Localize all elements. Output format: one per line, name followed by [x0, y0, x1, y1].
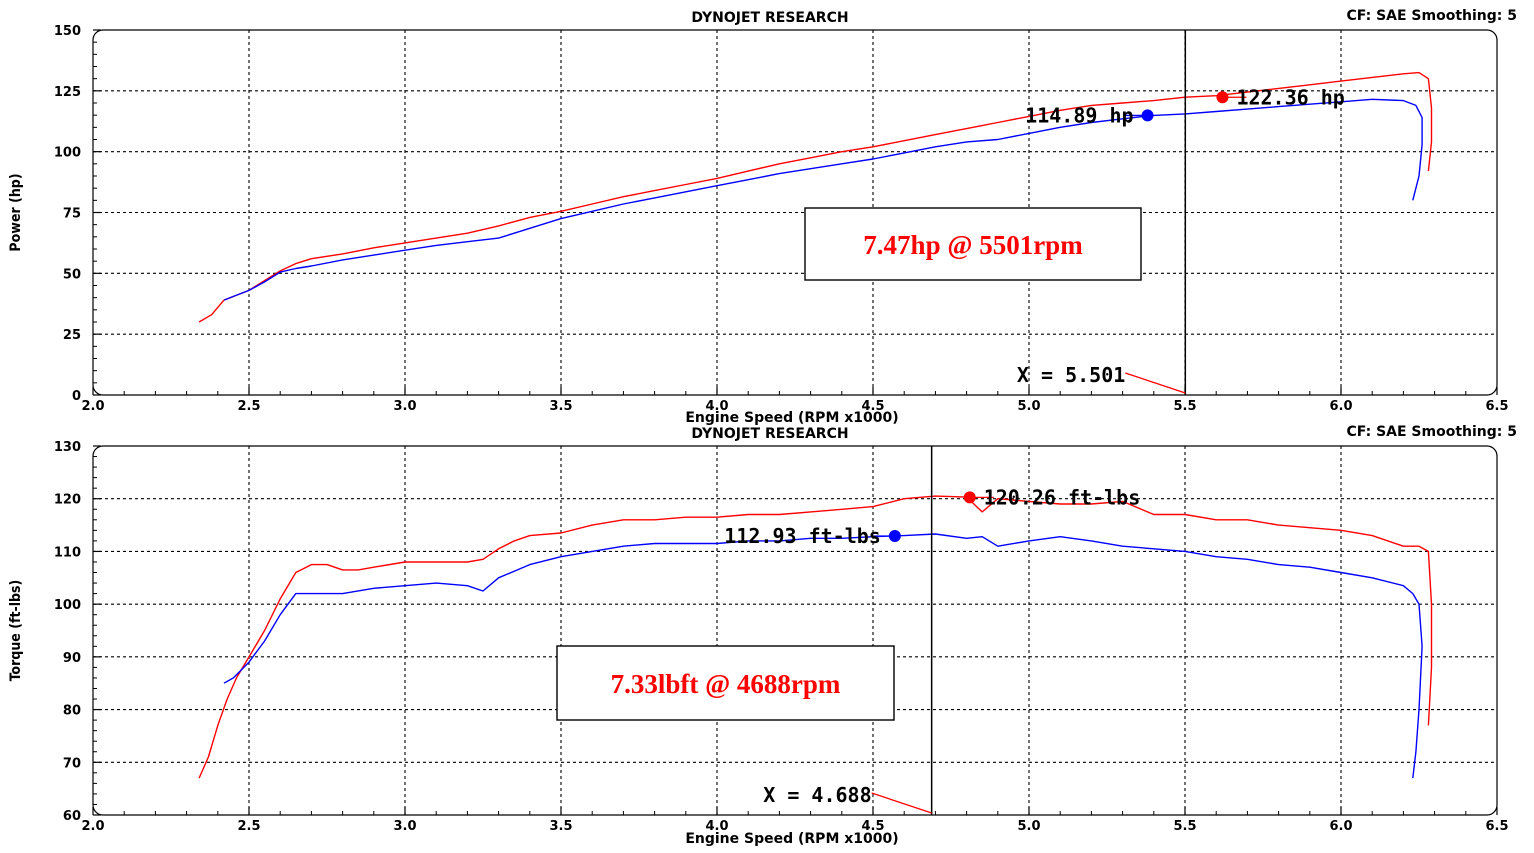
- annotation-text: 7.47hp @ 5501rpm: [863, 230, 1083, 260]
- plot-frame: [92, 445, 1498, 816]
- x-tick-label: 6.0: [1329, 399, 1352, 414]
- series-line-0: [198, 495, 1433, 779]
- peak-marker: [888, 529, 901, 542]
- x-tick-label: 2.0: [81, 819, 104, 834]
- series-line-1: [223, 533, 1423, 779]
- chart-1: DYNOJET RESEARCH CF: SAE Smoothing: 5 2.0 2…: [8, 424, 1517, 847]
- y-tick-label: 70: [63, 756, 81, 771]
- cursor-readout: X = 4.688: [763, 783, 871, 807]
- x-axis-label: Engine Speed (RPM x1000): [685, 410, 898, 426]
- y-tick-label: 25: [63, 328, 81, 343]
- y-axis-label: Power (hp): [8, 173, 24, 251]
- y-tick-label: 100: [54, 598, 81, 613]
- annotation-text: 7.33lbft @ 4688rpm: [611, 669, 841, 699]
- cursor-readout: X = 5.501: [1017, 363, 1125, 387]
- x-axis-label: Engine Speed (RPM x1000): [685, 831, 898, 847]
- y-axis-label: Torque (ft-lbs): [8, 580, 24, 682]
- peak-label: 120.26 ft-lbs: [984, 485, 1141, 509]
- x-tick-label: 5.0: [1017, 399, 1040, 414]
- y-tick-label: 110: [54, 545, 81, 560]
- chart-title: DYNOJET RESEARCH: [691, 426, 848, 442]
- peak-label: 122.36 hp: [1236, 85, 1344, 109]
- y-tick-label: 0: [72, 389, 81, 404]
- y-tick-label: 75: [63, 207, 81, 222]
- x-tick-label: 2.5: [237, 399, 260, 414]
- x-tick-label: 6.5: [1485, 399, 1508, 414]
- y-tick-label: 80: [63, 704, 81, 719]
- series-line-0: [198, 71, 1433, 323]
- x-tick-label: 4.5: [861, 399, 884, 414]
- x-tick-label: 4.0: [705, 399, 728, 414]
- chart-title: DYNOJET RESEARCH: [691, 10, 848, 26]
- x-tick-label: 3.0: [393, 399, 416, 414]
- chart-0: DYNOJET RESEARCH CF: SAE Smoothing: 5 2.0 2…: [8, 8, 1517, 426]
- y-tick-label: 125: [54, 85, 81, 100]
- annotation-box: [804, 207, 1142, 281]
- y-tick-label: 90: [63, 651, 81, 666]
- y-tick-label: 130: [54, 440, 81, 455]
- x-tick-label: 2.0: [81, 399, 104, 414]
- cursor-leader: [871, 792, 932, 814]
- x-tick-label: 4.5: [861, 819, 884, 834]
- x-tick-label: 3.5: [549, 819, 572, 834]
- y-tick-label: 100: [54, 146, 81, 161]
- x-tick-label: 5.0: [1017, 819, 1040, 834]
- x-tick-label: 3.0: [393, 819, 416, 834]
- x-tick-label: 4.0: [705, 819, 728, 834]
- x-tick-label: 6.0: [1329, 819, 1352, 834]
- chart-settings: CF: SAE Smoothing: 5: [1347, 424, 1517, 440]
- annotation-box: [556, 645, 895, 721]
- chart-settings: CF: SAE Smoothing: 5: [1347, 8, 1517, 24]
- y-tick-label: 120: [54, 493, 81, 508]
- y-tick-label: 150: [54, 24, 81, 39]
- x-tick-label: 5.5: [1173, 399, 1196, 414]
- x-tick-label: 6.5: [1485, 819, 1508, 834]
- series-line-1: [223, 98, 1423, 301]
- cursor-leader: [1125, 372, 1186, 394]
- peak-label: 114.89 hp: [1025, 103, 1133, 127]
- peak-label: 112.93 ft-lbs: [724, 524, 881, 548]
- x-tick-label: 2.5: [237, 819, 260, 834]
- peak-marker: [1216, 91, 1229, 104]
- peak-marker: [1141, 109, 1154, 122]
- peak-marker: [963, 491, 976, 504]
- y-tick-label: 50: [63, 267, 81, 282]
- x-tick-label: 5.5: [1173, 819, 1196, 834]
- y-tick-label: 60: [63, 809, 81, 824]
- x-tick-label: 3.5: [549, 399, 572, 414]
